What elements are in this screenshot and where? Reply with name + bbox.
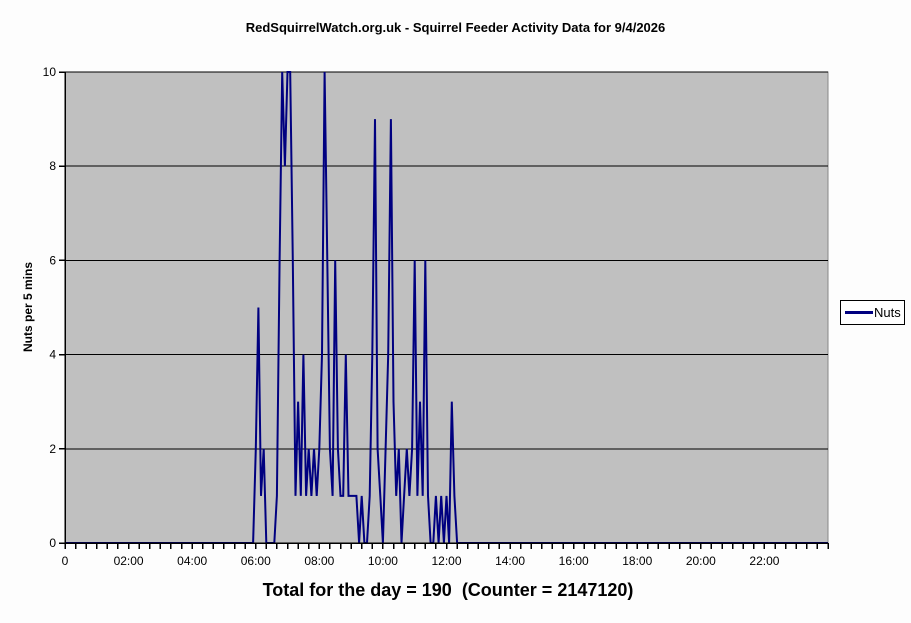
svg-text:10:00: 10:00	[368, 554, 398, 568]
svg-text:2: 2	[49, 442, 56, 456]
svg-text:0: 0	[49, 536, 56, 550]
svg-text:4: 4	[49, 348, 56, 362]
legend-label: Nuts	[874, 305, 901, 320]
svg-text:14:00: 14:00	[495, 554, 525, 568]
svg-text:8: 8	[49, 159, 56, 173]
svg-text:08:00: 08:00	[304, 554, 334, 568]
svg-text:20:00: 20:00	[686, 554, 716, 568]
chart-title: RedSquirrelWatch.org.uk - Squirrel Feede…	[245, 20, 666, 35]
svg-text:6: 6	[49, 253, 56, 267]
svg-text:06:00: 06:00	[241, 554, 271, 568]
svg-text:18:00: 18:00	[622, 554, 652, 568]
svg-text:22:00: 22:00	[749, 554, 779, 568]
svg-text:04:00: 04:00	[177, 554, 207, 568]
legend: Nuts	[840, 300, 905, 325]
footer-total-text: Total for the day = 190 (Counter = 21471…	[262, 580, 634, 600]
svg-text:12:00: 12:00	[431, 554, 461, 568]
svg-text:10: 10	[43, 65, 57, 79]
svg-text:02:00: 02:00	[114, 554, 144, 568]
svg-text:16:00: 16:00	[559, 554, 589, 568]
nuts-series-line-icon	[845, 311, 873, 314]
svg-text:0: 0	[62, 554, 69, 568]
